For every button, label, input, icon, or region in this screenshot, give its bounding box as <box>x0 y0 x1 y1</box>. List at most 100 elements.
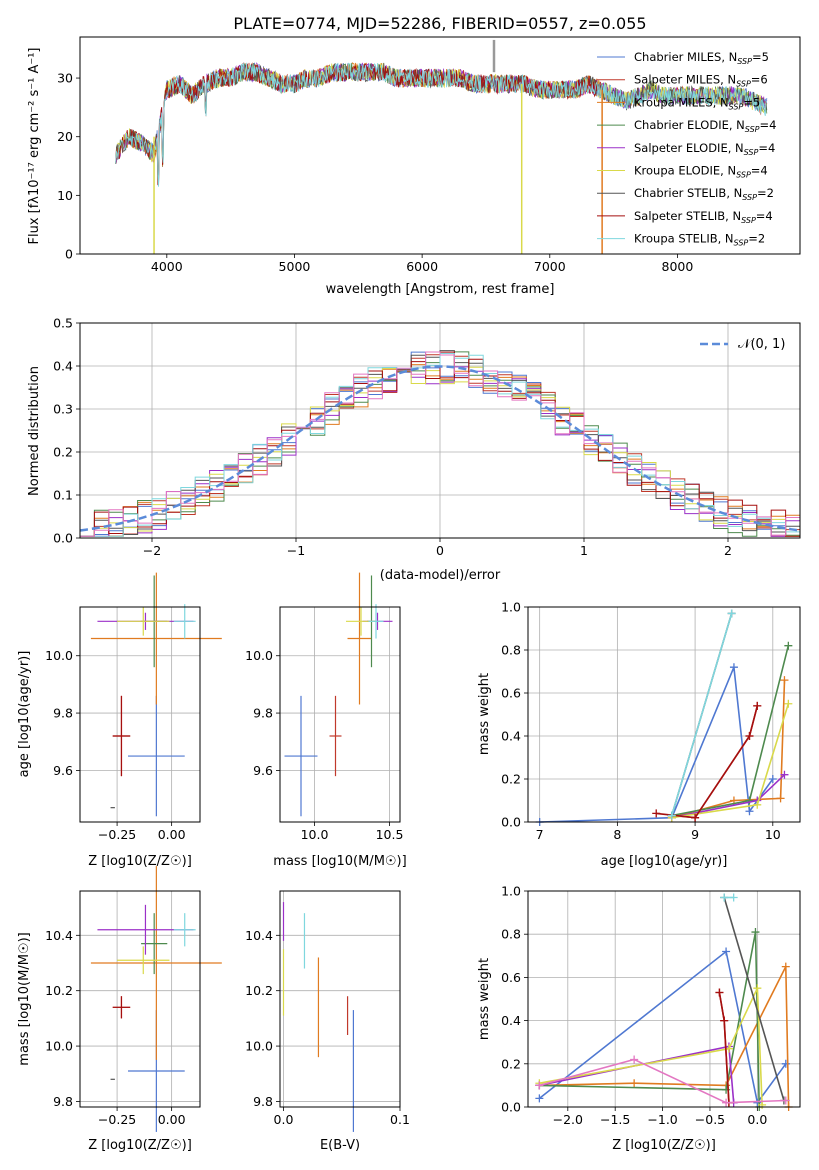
weight-vs-age-panel: 7 8 9 10 0.0 0.2 0.4 0.6 0.8 1.0 age [log10(age/y… <box>477 600 801 869</box>
spectrum-panel: PLATE=0774, MJD=52286, FIBERID=0557, z=0… <box>27 14 801 297</box>
age-vs-Z-panel: −0.25 0.00 9.6 9.8 10.0 Z [log10(Z/Z☉)] age … <box>17 572 222 869</box>
weight-series-line <box>539 987 763 1105</box>
weight-point-marker <box>753 800 762 809</box>
legend-entry: Kroupa MILES, NSSP=5 <box>634 95 760 111</box>
weight-point-marker <box>768 775 777 783</box>
weight-vs-age-axes-frame <box>527 606 801 823</box>
x-tick-label: −0.25 <box>98 827 136 842</box>
weight-point-marker <box>784 699 793 708</box>
x-tick-label: 9 <box>691 827 699 842</box>
weight-vs-age-ylabel: mass weight <box>477 673 492 755</box>
y-tick-label: 10.0 <box>245 648 273 663</box>
legend-entry: 𝒩(0, 1) <box>738 337 785 352</box>
x-tick-label: 6000 <box>406 259 438 274</box>
weight-point-marker <box>751 928 760 937</box>
weight-point-marker <box>630 1055 639 1064</box>
x-tick-label: −2 <box>143 543 161 558</box>
weight-series-line <box>671 613 733 816</box>
mass-vs-Z-panel: −0.25 0.00 9.8 10.0 10.2 10.4 Z [log10(Z/Z☉)]… <box>17 866 222 1153</box>
weight-series-line <box>539 931 760 1108</box>
y-tick-label: 9.6 <box>253 763 273 778</box>
weight-point-marker <box>535 1094 544 1103</box>
x-tick-label: 10 <box>765 827 781 842</box>
y-tick-label: 10.2 <box>245 983 273 998</box>
y-tick-label: 9.8 <box>53 1094 73 1109</box>
residual-histogram <box>80 351 800 537</box>
y-tick-label: 0.1 <box>53 488 73 503</box>
weight-series-line <box>539 1058 786 1104</box>
weight-point-marker <box>727 609 736 618</box>
x-tick-label: −1.5 <box>600 1112 630 1127</box>
age-vs-mass-xlabel: mass [log10(M/M☉)] <box>273 854 406 869</box>
y-tick-label: 10.2 <box>45 983 73 998</box>
x-tick-label: 8000 <box>662 259 694 274</box>
y-tick-label: 0.6 <box>501 686 521 701</box>
x-tick-label: 7000 <box>534 259 566 274</box>
y-tick-label: 0.6 <box>501 970 521 985</box>
y-tick-label: 20 <box>57 129 73 144</box>
x-tick-label: 5000 <box>279 259 311 274</box>
y-tick-label: 10.4 <box>45 928 73 943</box>
legend-entry: Salpeter ELODIE, NSSP=4 <box>634 141 775 157</box>
y-tick-label: 30 <box>57 71 73 86</box>
x-tick-label: 0.0 <box>747 1112 767 1127</box>
age-vs-mass-axes-frame <box>279 606 401 823</box>
age-vs-Z-xlabel: Z [log10(Z/Z☉)] <box>88 854 192 869</box>
weight-point-marker <box>722 1098 731 1107</box>
y-tick-label: 0.0 <box>501 1100 521 1115</box>
spectrum-axes-frame <box>79 36 801 255</box>
weight-point-marker <box>780 676 789 685</box>
spectrum-series-line <box>115 62 768 187</box>
y-tick-label: 0.4 <box>53 359 73 374</box>
weight-point-marker <box>781 1096 790 1105</box>
y-tick-label: 0.0 <box>53 531 73 546</box>
weight-vs-Z-panel: −2.0 −1.5 −1.0 −0.5 0.0 0.0 0.2 0.4 0.6 0.8 1.0 Z … <box>477 884 801 1153</box>
spectrum-title: PLATE=0774, MJD=52286, FIBERID=0557, z=0… <box>233 14 646 33</box>
weight-point-marker <box>691 813 700 822</box>
y-tick-label: 0 <box>65 247 73 262</box>
y-tick-label: 9.6 <box>53 763 73 778</box>
weight-point-marker <box>652 809 661 818</box>
x-tick-label: 0 <box>436 543 444 558</box>
y-tick-label: 0.0 <box>501 815 521 830</box>
spectrum-series-line <box>115 63 601 186</box>
age-vs-Z-ylabel: age [log10(age/yr)] <box>17 651 32 778</box>
y-tick-label: 9.8 <box>53 706 73 721</box>
mass-vs-Z-ylabel: mass [log10(M/M☉)] <box>17 932 32 1065</box>
age-vs-mass-panel: 10.0 10.5 9.6 9.8 10.0 mass [log10(M/M☉)] <box>245 572 407 869</box>
mass-vs-Z-xlabel: Z [log10(Z/Z☉)] <box>88 1138 192 1153</box>
normal-reference-curve <box>79 365 798 532</box>
x-tick-label: 4000 <box>151 259 183 274</box>
weight-point-marker <box>630 1079 639 1088</box>
weight-point-marker <box>745 796 754 805</box>
legend-entry: Chabrier MILES, NSSP=5 <box>634 50 769 66</box>
x-tick-label: 7 <box>536 827 544 842</box>
y-tick-label: 9.8 <box>253 706 273 721</box>
mass-vs-EBV-xlabel: E(B-V) <box>320 1138 360 1153</box>
weight-point-marker <box>776 794 785 803</box>
y-tick-label: 0.8 <box>501 643 521 658</box>
x-tick-label: 1 <box>580 543 588 558</box>
x-tick-label: 0.00 <box>158 827 186 842</box>
weight-point-marker <box>715 988 724 997</box>
y-tick-label: 10.0 <box>245 1039 273 1054</box>
y-tick-label: 10.4 <box>245 928 273 943</box>
x-tick-label: 2 <box>724 543 732 558</box>
x-tick-label: 8 <box>613 827 621 842</box>
weight-point-marker <box>753 984 762 993</box>
residuals-xlabel: (data-model)/error <box>380 568 501 583</box>
residuals-axes-frame <box>79 322 801 539</box>
x-tick-label: −1 <box>287 543 305 558</box>
x-tick-label: −0.5 <box>695 1112 725 1127</box>
y-tick-label: 0.2 <box>501 772 521 787</box>
weight-vs-Z-xlabel: Z [log10(Z/Z☉)] <box>612 1138 716 1153</box>
y-tick-label: 1.0 <box>501 884 521 899</box>
weight-point-marker <box>745 807 754 816</box>
x-tick-label: −0.25 <box>98 1112 136 1127</box>
y-tick-label: 0.4 <box>501 729 521 744</box>
weight-point-marker <box>745 732 754 740</box>
weight-vs-Z-axes-frame <box>527 890 801 1108</box>
y-tick-label: 1.0 <box>501 600 521 615</box>
weight-point-marker <box>722 947 731 956</box>
